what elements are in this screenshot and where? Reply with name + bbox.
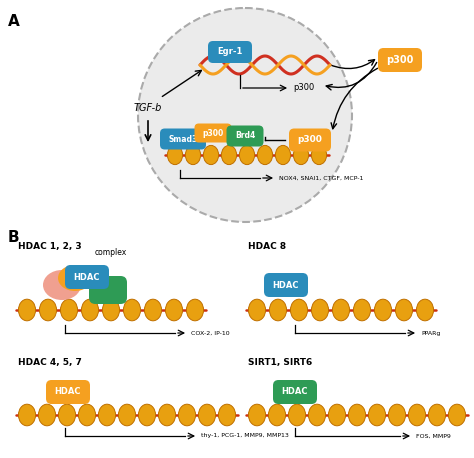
Ellipse shape [167, 145, 182, 164]
FancyBboxPatch shape [378, 48, 422, 72]
FancyBboxPatch shape [65, 265, 109, 289]
Ellipse shape [354, 299, 371, 321]
Ellipse shape [428, 404, 446, 426]
Ellipse shape [165, 299, 182, 321]
Ellipse shape [18, 299, 36, 321]
Ellipse shape [257, 145, 273, 164]
Text: Brd4: Brd4 [235, 131, 255, 141]
Ellipse shape [102, 299, 119, 321]
Ellipse shape [82, 299, 99, 321]
Ellipse shape [58, 265, 92, 291]
Ellipse shape [374, 299, 392, 321]
FancyBboxPatch shape [194, 124, 231, 142]
Ellipse shape [291, 299, 308, 321]
Ellipse shape [348, 404, 365, 426]
Text: Smad3: Smad3 [168, 135, 198, 143]
Ellipse shape [123, 299, 141, 321]
Ellipse shape [158, 404, 175, 426]
Circle shape [138, 8, 352, 222]
Text: thy-1, PCG-1, MMP9, MMP13: thy-1, PCG-1, MMP9, MMP13 [201, 434, 289, 438]
Ellipse shape [79, 404, 96, 426]
Text: complex: complex [95, 248, 127, 257]
Ellipse shape [395, 299, 412, 321]
Ellipse shape [39, 299, 56, 321]
Ellipse shape [311, 299, 328, 321]
Text: HDAC 4, 5, 7: HDAC 4, 5, 7 [18, 358, 82, 367]
Text: p300: p300 [386, 55, 414, 65]
Ellipse shape [221, 145, 237, 164]
Ellipse shape [203, 145, 219, 164]
Text: FOS, MMP9: FOS, MMP9 [416, 434, 451, 438]
Ellipse shape [58, 404, 75, 426]
Ellipse shape [38, 404, 55, 426]
Ellipse shape [389, 404, 406, 426]
Ellipse shape [185, 145, 201, 164]
Ellipse shape [18, 404, 36, 426]
Ellipse shape [199, 404, 216, 426]
Ellipse shape [275, 145, 291, 164]
FancyBboxPatch shape [273, 380, 317, 404]
Ellipse shape [409, 404, 426, 426]
Ellipse shape [311, 145, 327, 164]
Text: HDAC: HDAC [273, 280, 299, 289]
Text: B: B [8, 230, 19, 245]
Ellipse shape [61, 299, 78, 321]
Ellipse shape [248, 404, 265, 426]
Ellipse shape [138, 404, 155, 426]
FancyBboxPatch shape [264, 273, 308, 297]
Ellipse shape [332, 299, 349, 321]
Ellipse shape [219, 404, 236, 426]
Ellipse shape [239, 145, 255, 164]
Ellipse shape [99, 404, 116, 426]
Ellipse shape [417, 299, 434, 321]
Ellipse shape [43, 270, 81, 300]
Ellipse shape [448, 404, 465, 426]
Ellipse shape [368, 404, 385, 426]
Text: HDAC: HDAC [282, 387, 308, 397]
FancyBboxPatch shape [46, 380, 90, 404]
Ellipse shape [178, 404, 196, 426]
Text: Egr-1: Egr-1 [217, 48, 243, 56]
Text: TGF-b: TGF-b [134, 103, 162, 113]
Ellipse shape [248, 299, 265, 321]
Text: SIRT1, SIRT6: SIRT1, SIRT6 [248, 358, 312, 367]
Text: NOX4, SNAI1, CTGF, MCP-1: NOX4, SNAI1, CTGF, MCP-1 [279, 175, 364, 180]
Ellipse shape [186, 299, 203, 321]
FancyBboxPatch shape [227, 125, 264, 147]
Ellipse shape [309, 404, 326, 426]
FancyBboxPatch shape [208, 41, 252, 63]
Text: HDAC: HDAC [74, 273, 100, 282]
Text: PPARg: PPARg [421, 331, 440, 336]
Ellipse shape [328, 404, 346, 426]
Ellipse shape [289, 404, 306, 426]
Text: HDAC 8: HDAC 8 [248, 242, 286, 251]
Text: COX-2, IP-10: COX-2, IP-10 [191, 331, 229, 336]
FancyBboxPatch shape [89, 276, 127, 304]
Ellipse shape [118, 404, 136, 426]
Text: p300: p300 [202, 129, 224, 137]
Ellipse shape [268, 404, 285, 426]
Ellipse shape [145, 299, 162, 321]
Ellipse shape [269, 299, 287, 321]
Text: HDAC 1, 2, 3: HDAC 1, 2, 3 [18, 242, 82, 251]
Text: A: A [8, 14, 20, 29]
Text: HDAC: HDAC [55, 387, 81, 397]
Text: p300: p300 [293, 83, 314, 93]
FancyBboxPatch shape [289, 129, 331, 152]
Text: p300: p300 [298, 136, 322, 145]
Ellipse shape [293, 145, 309, 164]
FancyBboxPatch shape [160, 129, 206, 149]
